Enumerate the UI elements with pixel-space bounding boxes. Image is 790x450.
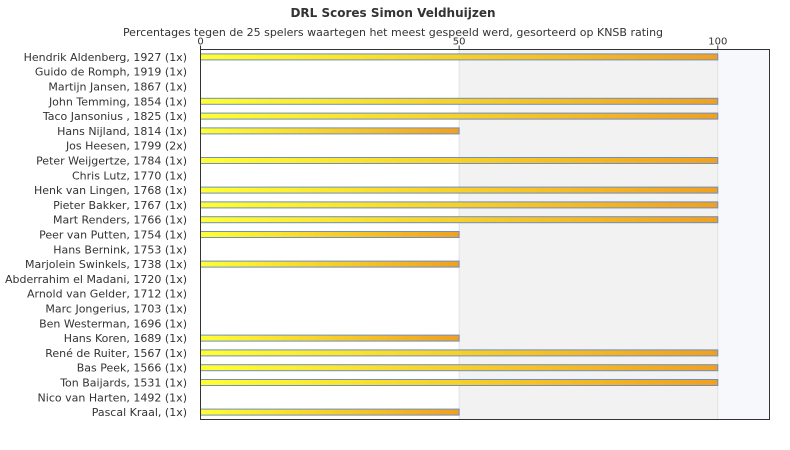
- category-label: Hendrik Aldenberg, 1927 (1x): [24, 51, 187, 64]
- bar: [200, 334, 460, 342]
- bar: [200, 201, 719, 209]
- category-labels: Hendrik Aldenberg, 1927 (1x) Guido de Rom…: [5, 51, 187, 419]
- category-label: Ton Baijards, 1531 (1x): [59, 377, 187, 390]
- bar: [200, 349, 719, 357]
- category-label: Marjolein Swinkels, 1738 (1x): [25, 258, 187, 271]
- tick-label: 0: [197, 37, 203, 48]
- category-label: Chris Lutz, 1770 (1x): [72, 169, 187, 182]
- bar: [200, 97, 719, 105]
- bar: [200, 53, 719, 61]
- bar-series: [200, 53, 719, 416]
- category-label: Marc Jongerius, 1703 (1x): [45, 303, 187, 316]
- category-label: Pieter Bakker, 1767 (1x): [53, 199, 187, 212]
- category-label: Mart Renders, 1766 (1x): [53, 214, 187, 227]
- category-label: Ben Westerman, 1696 (1x): [39, 317, 187, 330]
- category-label: Arnold van Gelder, 1712 (1x): [27, 288, 187, 301]
- plot-band: [459, 49, 718, 420]
- bar: [200, 379, 719, 386]
- bar: [200, 112, 719, 120]
- category-label: Pascal Kraal, (1x): [92, 406, 187, 419]
- category-label: René de Ruiter, 1567 (1x): [45, 347, 187, 360]
- plot-band: [717, 49, 770, 420]
- category-label: Jos Heesen, 1799 (2x): [65, 140, 187, 153]
- chart-title: DRL Scores Simon Veldhuijzen: [290, 6, 495, 20]
- tick-label: 100: [708, 37, 727, 48]
- bar: [200, 127, 460, 135]
- bar: [200, 186, 719, 194]
- bar: [200, 216, 719, 224]
- bar: [200, 408, 460, 416]
- chart-subtitle: Percentages tegen de 25 spelers waartege…: [123, 26, 663, 39]
- category-label: Martijn Jansen, 1867 (1x): [48, 81, 187, 94]
- category-label: John Temming, 1854 (1x): [48, 95, 187, 108]
- plot-frame: [200, 49, 770, 420]
- bar: [200, 260, 460, 268]
- bar: [200, 231, 460, 238]
- category-label: Hans Koren, 1689 (1x): [64, 332, 187, 345]
- category-label: Henk van Lingen, 1768 (1x): [34, 184, 187, 197]
- category-label: Guido de Romph, 1919 (1x): [35, 66, 187, 79]
- category-label: Hans Nijland, 1814 (1x): [57, 125, 187, 138]
- category-label: Hans Bernink, 1753 (1x): [53, 243, 187, 256]
- category-label: Peter Weijgertze, 1784 (1x): [36, 155, 187, 168]
- category-label: Nico van Harten, 1492 (1x): [38, 391, 187, 404]
- tick-label: 50: [453, 37, 466, 48]
- category-label: Taco Jansonius , 1825 (1x): [42, 110, 187, 123]
- bar: [200, 157, 719, 164]
- category-label: Abderrahim el Madani, 1720 (1x): [5, 273, 187, 286]
- category-label: Bas Peek, 1566 (1x): [77, 362, 187, 375]
- bar: [200, 364, 719, 372]
- x-axis-ticks: 0 50 100: [197, 37, 727, 50]
- category-label: Peer van Putten, 1754 (1x): [39, 229, 187, 242]
